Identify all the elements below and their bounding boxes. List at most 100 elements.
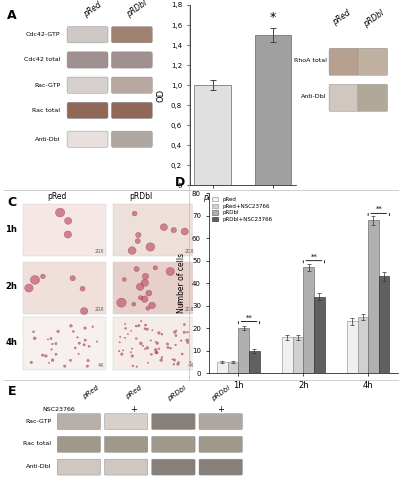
Text: Rac-GTP: Rac-GTP <box>34 82 60 87</box>
Circle shape <box>182 331 185 334</box>
Circle shape <box>132 365 134 367</box>
Bar <box>313 296 324 374</box>
Circle shape <box>51 348 52 350</box>
Circle shape <box>96 341 97 342</box>
Circle shape <box>157 332 160 334</box>
Bar <box>227 362 238 374</box>
Bar <box>194 85 230 185</box>
FancyBboxPatch shape <box>111 102 152 118</box>
Circle shape <box>139 342 142 344</box>
Bar <box>367 220 378 374</box>
FancyBboxPatch shape <box>152 414 194 430</box>
FancyBboxPatch shape <box>104 459 148 475</box>
Circle shape <box>92 326 93 328</box>
Circle shape <box>138 296 142 300</box>
Circle shape <box>33 337 36 340</box>
Circle shape <box>189 361 190 363</box>
Text: NSC23766: NSC23766 <box>42 407 75 412</box>
Text: pRDbl: pRDbl <box>360 8 385 29</box>
Text: 20X: 20X <box>95 250 104 254</box>
Circle shape <box>47 339 49 340</box>
Circle shape <box>174 344 176 346</box>
FancyBboxPatch shape <box>328 84 358 112</box>
Text: Anti-Dbl: Anti-Dbl <box>35 136 60 141</box>
Text: A: A <box>7 8 17 22</box>
Text: Cdc42 total: Cdc42 total <box>24 58 60 62</box>
Circle shape <box>132 302 136 306</box>
Circle shape <box>135 325 137 327</box>
FancyBboxPatch shape <box>57 436 100 452</box>
Circle shape <box>134 266 139 272</box>
Text: Anti-Dbl: Anti-Dbl <box>26 464 51 469</box>
Text: pRed: pRed <box>82 0 103 20</box>
Circle shape <box>51 359 54 362</box>
Circle shape <box>70 276 75 281</box>
Circle shape <box>45 354 47 358</box>
Circle shape <box>153 266 157 270</box>
Text: +: + <box>217 405 224 414</box>
Bar <box>248 351 259 374</box>
Circle shape <box>144 348 145 350</box>
FancyBboxPatch shape <box>198 436 242 452</box>
Circle shape <box>185 339 188 342</box>
Circle shape <box>173 358 175 361</box>
Circle shape <box>69 324 72 327</box>
Bar <box>254 35 291 185</box>
Circle shape <box>146 243 154 251</box>
Circle shape <box>155 352 158 354</box>
Text: pRed: pRed <box>125 384 143 400</box>
Circle shape <box>154 348 157 352</box>
Circle shape <box>150 340 151 341</box>
Text: Cdc42-GTP: Cdc42-GTP <box>26 32 60 37</box>
Circle shape <box>131 348 132 350</box>
Text: E: E <box>8 384 16 398</box>
Circle shape <box>87 360 89 362</box>
Circle shape <box>141 280 148 286</box>
Text: 4X: 4X <box>187 363 194 368</box>
Circle shape <box>160 334 162 335</box>
Circle shape <box>122 278 126 281</box>
FancyBboxPatch shape <box>57 414 100 430</box>
Circle shape <box>83 344 85 346</box>
Circle shape <box>147 362 148 364</box>
Circle shape <box>135 232 141 237</box>
Circle shape <box>72 330 74 332</box>
FancyBboxPatch shape <box>104 414 148 430</box>
Bar <box>302 268 313 374</box>
Circle shape <box>173 331 176 334</box>
Circle shape <box>132 211 137 216</box>
Circle shape <box>166 268 174 276</box>
Bar <box>23 262 106 314</box>
Text: Rac total: Rac total <box>32 108 60 113</box>
Circle shape <box>78 353 79 354</box>
Circle shape <box>156 342 158 344</box>
Y-axis label: OD: OD <box>156 88 165 102</box>
FancyBboxPatch shape <box>67 26 108 43</box>
Circle shape <box>166 343 168 345</box>
FancyBboxPatch shape <box>111 77 152 94</box>
Legend: pRed, pRed+NSC23766, pRDbl, pRDbl+NSC23766: pRed, pRed+NSC23766, pRDbl, pRDbl+NSC237… <box>211 196 273 224</box>
FancyBboxPatch shape <box>57 459 100 475</box>
Text: 20X: 20X <box>95 307 104 312</box>
Circle shape <box>32 331 34 332</box>
FancyBboxPatch shape <box>67 52 108 68</box>
Circle shape <box>74 347 76 349</box>
FancyBboxPatch shape <box>104 436 148 452</box>
Circle shape <box>142 345 143 346</box>
Circle shape <box>146 290 152 296</box>
Bar <box>113 318 196 370</box>
Text: **: ** <box>245 314 252 320</box>
Text: 4X: 4X <box>98 363 104 368</box>
FancyBboxPatch shape <box>198 414 242 430</box>
Circle shape <box>135 238 140 244</box>
Text: pRDbl: pRDbl <box>128 192 152 200</box>
Circle shape <box>181 353 183 355</box>
Bar <box>238 328 248 374</box>
Circle shape <box>177 302 181 306</box>
Bar <box>356 317 367 374</box>
Circle shape <box>119 342 120 343</box>
Circle shape <box>30 361 32 364</box>
Circle shape <box>171 359 172 360</box>
FancyBboxPatch shape <box>111 26 152 43</box>
Circle shape <box>154 352 157 354</box>
